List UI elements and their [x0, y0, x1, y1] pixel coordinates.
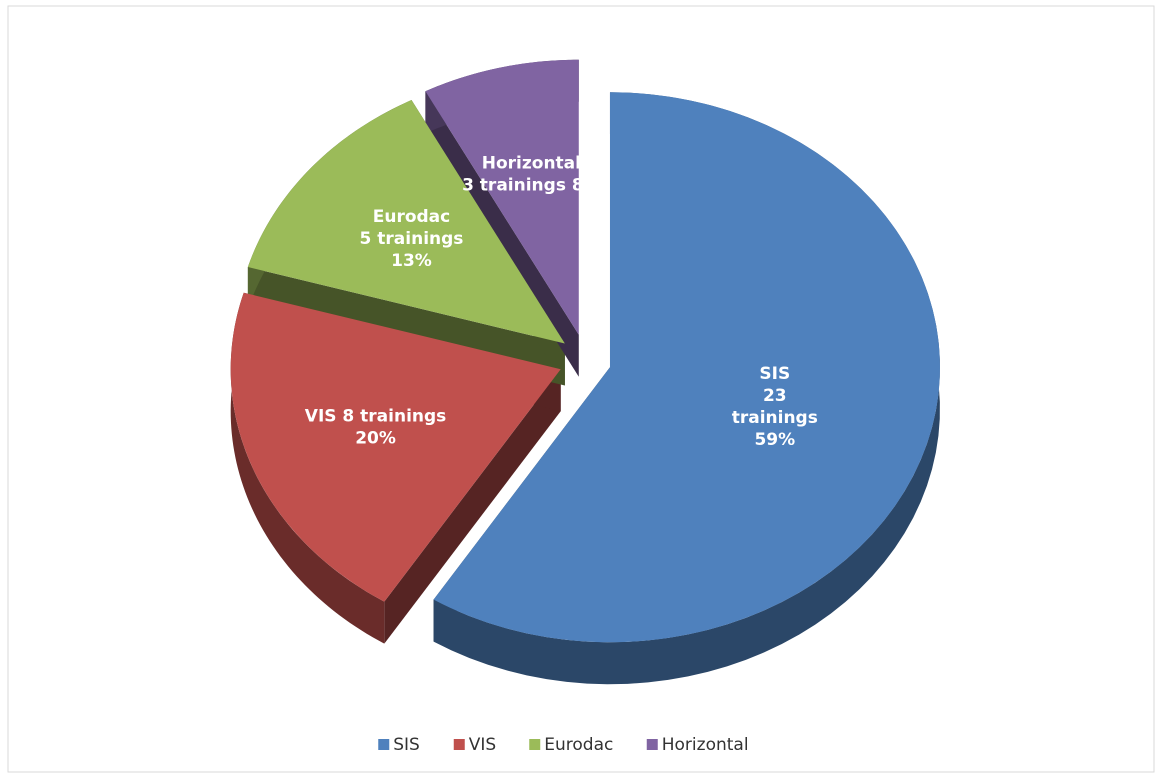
data-label: Horizontal — [482, 154, 581, 174]
data-label: SIS — [759, 364, 790, 384]
data-label: 13% — [391, 251, 432, 271]
legend-swatch — [646, 739, 658, 750]
pie-tops — [230, 59, 940, 643]
data-label: 5 trainings — [360, 229, 464, 249]
slice — [425, 59, 579, 335]
slice — [433, 92, 940, 643]
data-label: 3 trainings 8% — [462, 176, 601, 196]
data-label: 59% — [754, 430, 795, 450]
legend-swatch — [453, 739, 465, 750]
data-label: VIS 8 trainings — [305, 407, 447, 427]
legend-label: Eurodac — [544, 735, 613, 755]
legend-label: SIS — [393, 735, 420, 755]
slice-side — [433, 92, 940, 685]
slice — [230, 292, 561, 602]
slice-wall — [384, 369, 561, 644]
legend: SIS VIS Eurodac Horizontal — [378, 735, 749, 755]
data-label: 23 — [763, 386, 787, 406]
slice — [247, 100, 565, 344]
data-label: Eurodac — [373, 207, 451, 227]
data-label: trainings — [732, 408, 818, 428]
legend-swatch — [529, 739, 541, 750]
data-label: 20% — [355, 429, 396, 449]
legend-label: Horizontal — [662, 735, 749, 755]
legend-label: VIS — [469, 735, 496, 755]
slice-side — [230, 292, 385, 644]
legend-swatch — [378, 739, 390, 750]
